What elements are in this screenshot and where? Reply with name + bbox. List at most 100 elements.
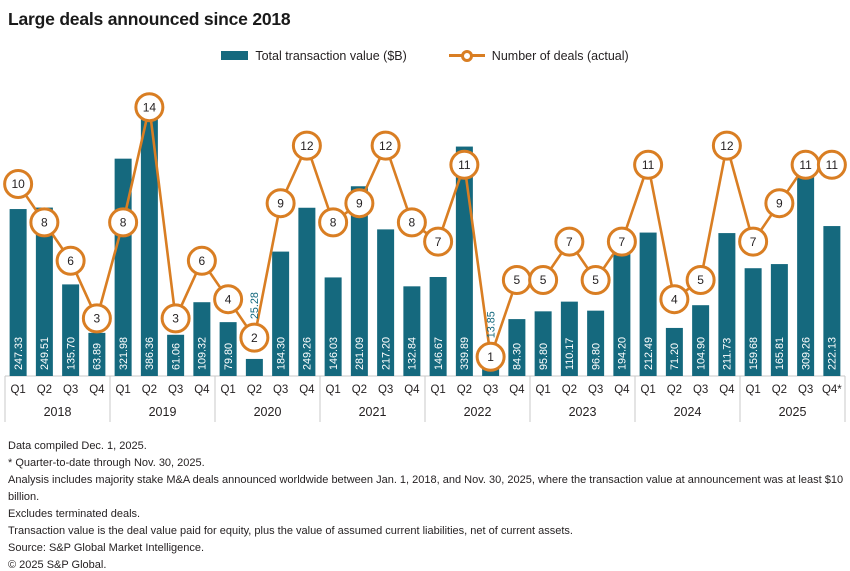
quarter-label: Q3 <box>63 384 78 396</box>
quarter-label: Q2 <box>247 384 262 396</box>
bar-2020-Q2 <box>245 358 263 376</box>
bar-2019-Q3 <box>167 334 185 376</box>
bar-value-label: 165.81 <box>774 337 786 370</box>
bar-value-label: 13.85 <box>485 311 497 338</box>
deal-count-label: 12 <box>300 139 314 153</box>
bar-2024-Q1 <box>639 232 657 376</box>
bar-2018-Q1 <box>9 209 27 376</box>
footnote-line: Transaction value is the deal value paid… <box>8 525 573 537</box>
quarter-label: Q4 <box>509 384 525 396</box>
bar-2023-Q2 <box>560 301 578 376</box>
deal-marker-2022-Q2 <box>449 149 480 180</box>
quarter-label: Q4 <box>89 384 105 396</box>
bar-value-label: 95.80 <box>538 343 550 370</box>
deal-count-label: 5 <box>540 273 547 287</box>
quarter-label: Q2 <box>457 384 472 396</box>
deal-marker-2023-Q2 <box>554 226 585 257</box>
deal-marker-2025-Q1 <box>738 226 769 257</box>
deal-marker-2022-Q3 <box>475 341 506 372</box>
year-label: 2024 <box>674 405 702 419</box>
bar-value-label: 281.09 <box>354 337 366 370</box>
quarter-label: Q4* <box>822 384 842 396</box>
year-label: 2025 <box>779 405 807 419</box>
legend-item-line: Number of deals (actual) <box>448 48 629 63</box>
bar-value-label: 84.30 <box>512 343 524 370</box>
bar-value-label: 386.36 <box>144 337 156 370</box>
footnotes: Data compiled Dec. 1, 2025. * Quarter-to-… <box>8 438 846 571</box>
bar-value-label: 104.90 <box>695 337 707 370</box>
deal-count-label: 7 <box>435 235 442 249</box>
deal-count-label: 8 <box>330 216 337 230</box>
deals-line <box>17 106 832 358</box>
bar-2024-Q2 <box>665 327 683 376</box>
chart-title: Large deals announced since 2018 <box>8 9 291 29</box>
quarter-label: Q4 <box>719 384 735 396</box>
bar-value-label: 159.68 <box>748 337 760 370</box>
deal-marker-2021-Q4 <box>396 207 427 238</box>
footnote-line: Source: S&P Global Market Intelligence. <box>8 542 205 554</box>
deal-count-label: 5 <box>514 273 521 287</box>
deal-count-label: 6 <box>199 254 206 268</box>
quarter-label: Q1 <box>745 384 760 396</box>
bar-value-label: 79.80 <box>223 343 235 370</box>
deal-marker-2024-Q1 <box>633 149 664 180</box>
deal-marker-2025-Q4 <box>816 149 847 180</box>
deal-count-label: 2 <box>251 331 258 345</box>
deal-marker-2018-Q4 <box>81 303 112 334</box>
bar-2018-Q2 <box>35 207 53 376</box>
combo-chart: 2018 Q1 Q2 Q3 Q4 2019 Q1 Q2 Q3 Q4 2020 Q1 Q2 Q3 Q4 2021… <box>3 92 847 422</box>
bar-value-labels: 247.33 249.51 135.70 63.89 321.98 386.36 61.06… <box>13 292 839 370</box>
deal-count-label: 5 <box>697 273 704 287</box>
bar-value-label: 222.13 <box>827 337 839 370</box>
deal-marker-2021-Q3 <box>370 130 401 161</box>
quarter-label: Q1 <box>430 384 445 396</box>
bar-value-label: 61.06 <box>170 343 182 370</box>
deal-marker-2019-Q3 <box>160 303 191 334</box>
footnote-line: Analysis includes majority stake M&A dea… <box>8 474 844 503</box>
quarter-label: Q3 <box>798 384 813 396</box>
quarter-label: Q1 <box>10 384 25 396</box>
deal-count-label: 12 <box>379 139 393 153</box>
deal-count-label: 4 <box>671 292 678 306</box>
year-label: 2019 <box>149 405 177 419</box>
bar-value-label: 146.03 <box>328 337 340 370</box>
deal-marker-2020-Q4 <box>291 130 322 161</box>
deal-marker-2022-Q1 <box>423 226 454 257</box>
quarter-label: Q3 <box>273 384 288 396</box>
bar-2025-Q2 <box>770 264 788 376</box>
bar-value-label: 184.30 <box>275 337 287 370</box>
deal-marker-2020-Q3 <box>265 188 296 219</box>
bar-2025-Q3 <box>797 167 815 376</box>
line-marker-icon <box>448 48 485 63</box>
quarter-label: Q3 <box>378 384 393 396</box>
deal-count-label: 1 <box>487 350 494 364</box>
deal-count-label: 3 <box>172 312 179 326</box>
quarter-label: Q4 <box>194 384 210 396</box>
deal-marker-2019-Q4 <box>186 245 217 276</box>
deal-count-label: 7 <box>566 235 573 249</box>
bar-2018-Q3 <box>62 284 80 376</box>
bar-2019-Q4 <box>193 302 211 376</box>
bar-value-label: 110.17 <box>564 338 576 370</box>
deal-count-label: 7 <box>619 235 626 249</box>
bar-2025-Q1 <box>744 268 762 376</box>
bar-value-label: 146.67 <box>433 337 445 370</box>
deal-marker-2019-Q2 <box>134 92 165 123</box>
quarter-label: Q2 <box>37 384 52 396</box>
bar-2023-Q3 <box>587 310 605 376</box>
deal-count-label: 9 <box>776 196 783 210</box>
quarter-label: Q4 <box>404 384 420 396</box>
deal-count-label: 3 <box>94 312 101 326</box>
bar-2022-Q1 <box>429 276 447 376</box>
quarter-label: Q1 <box>325 384 340 396</box>
quarter-label: Q3 <box>483 384 498 396</box>
deal-marker-2024-Q4 <box>711 130 742 161</box>
legend-line-label: Number of deals (actual) <box>491 48 629 63</box>
bar-value-label: 309.26 <box>800 337 812 370</box>
bar-value-label: 135.70 <box>65 337 77 370</box>
year-label: 2023 <box>569 405 597 419</box>
deal-count-label: 9 <box>277 196 284 210</box>
bar-value-label: 249.51 <box>39 337 51 370</box>
quarter-label: Q2 <box>562 384 577 396</box>
bar-2021-Q4 <box>403 286 421 376</box>
